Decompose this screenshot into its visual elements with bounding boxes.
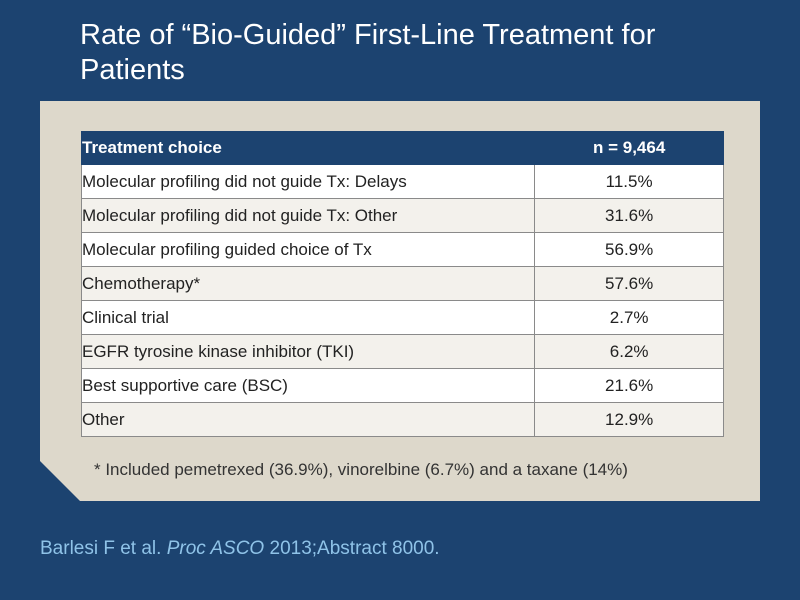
citation-authors: Barlesi F et al. xyxy=(40,538,162,559)
table-footnote: * Included pemetrexed (36.9%), vinorelbi… xyxy=(94,460,628,479)
row-label: Molecular profiling did not guide Tx: De… xyxy=(80,164,536,199)
table-row: EGFR tyrosine kinase inhibitor (TKI) 6.2… xyxy=(80,334,724,369)
row-value: 57.6% xyxy=(534,266,724,301)
table-row: Best supportive care (BSC) 21.6% xyxy=(80,368,724,403)
row-value: 56.9% xyxy=(534,232,724,267)
citation: Barlesi F et al. Proc ASCO 2013;Abstract… xyxy=(40,538,440,560)
row-label: Chemotherapy* xyxy=(80,266,536,301)
table-row: Molecular profiling did not guide Tx: De… xyxy=(80,164,724,199)
row-value: 11.5% xyxy=(534,164,724,199)
header-n-count: n = 9,464 xyxy=(534,131,724,165)
table-row: Chemotherapy* 57.6% xyxy=(80,266,724,301)
row-label: EGFR tyrosine kinase inhibitor (TKI) xyxy=(80,334,536,369)
slide-title: Rate of “Bio-Guided” First-Line Treatmen… xyxy=(80,19,656,86)
table-header-row: Treatment choice n = 9,464 xyxy=(80,131,724,165)
row-value: 12.9% xyxy=(534,402,724,437)
row-label: Molecular profiling guided choice of Tx xyxy=(80,232,536,267)
row-value: 31.6% xyxy=(534,198,724,233)
row-label: Other xyxy=(80,402,536,437)
table-row: Molecular profiling did not guide Tx: Ot… xyxy=(80,198,724,233)
row-label: Clinical trial xyxy=(80,300,536,335)
treatment-table: Treatment choice n = 9,464 Molecular pro… xyxy=(80,131,724,437)
row-value: 21.6% xyxy=(534,368,724,403)
row-label: Best supportive care (BSC) xyxy=(80,368,536,403)
header-treatment-choice: Treatment choice xyxy=(80,131,536,165)
citation-details: 2013;Abstract 8000. xyxy=(269,538,440,559)
table-row: Molecular profiling guided choice of Tx … xyxy=(80,232,724,267)
row-value: 6.2% xyxy=(534,334,724,369)
row-label: Molecular profiling did not guide Tx: Ot… xyxy=(80,198,536,233)
table-row: Clinical trial 2.7% xyxy=(80,300,724,335)
citation-journal: Proc ASCO xyxy=(166,538,265,559)
row-value: 2.7% xyxy=(534,300,724,335)
table-row: Other 12.9% xyxy=(80,402,724,437)
